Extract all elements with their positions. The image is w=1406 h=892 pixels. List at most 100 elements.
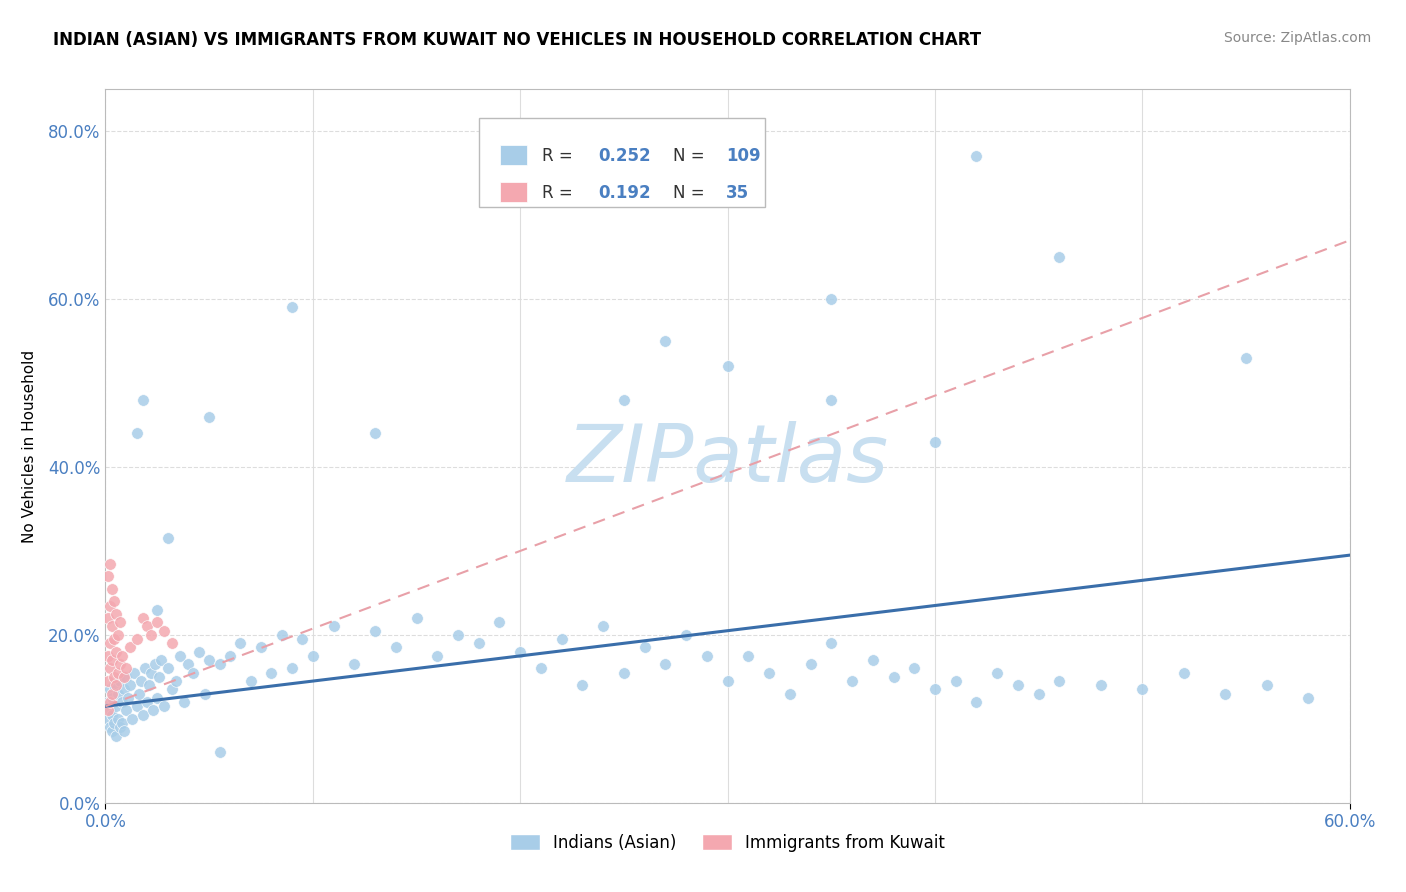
Point [270,628,292,642]
Point [1028,687,1050,701]
Point [120,678,142,692]
Point [1130,682,1153,697]
Point [125,426,148,441]
Point [103,670,125,684]
Point [142,703,165,717]
Point [820,636,842,650]
Point [150,653,173,667]
Point [779,687,801,701]
Point [800,657,823,672]
Point [1090,678,1112,692]
Point [883,670,905,684]
Point [107,687,129,701]
Point [125,632,148,646]
Point [134,661,156,675]
Point [1049,250,1071,264]
Point [96,695,118,709]
Point [717,674,740,689]
Text: ZIPatlas: ZIPatlas [567,421,889,500]
Point [100,582,122,596]
Point [634,640,657,655]
Point [98,599,121,613]
Point [169,648,191,663]
Point [250,640,273,655]
Point [132,707,155,722]
Point [107,712,129,726]
Point [198,409,221,424]
Point [1215,687,1237,701]
Point [98,636,121,650]
Point [112,670,135,684]
Text: 35: 35 [727,184,749,202]
Point [104,607,127,621]
Point [924,434,946,449]
Point [100,687,122,701]
Point [135,695,157,709]
Point [103,678,125,692]
Point [120,640,142,655]
Point [385,640,408,655]
Point [467,636,489,650]
Point [281,301,304,315]
Point [260,665,283,680]
Point [181,665,204,680]
Point [100,619,122,633]
Point [138,678,160,692]
Point [104,729,127,743]
Point [112,682,135,697]
Point [1007,678,1029,692]
Point [132,392,155,407]
Point [124,665,146,680]
Point [104,645,127,659]
Point [488,615,510,630]
Point [218,648,242,663]
Text: R =: R = [543,184,578,202]
FancyBboxPatch shape [501,182,527,202]
Point [96,674,118,689]
Point [965,149,987,163]
Point [104,699,127,714]
Point [965,695,987,709]
Point [100,724,122,739]
Point [198,653,221,667]
Point [115,703,138,717]
Text: 0.192: 0.192 [598,184,651,202]
Point [173,695,195,709]
Point [117,690,139,705]
Point [862,653,884,667]
Point [301,648,323,663]
Point [111,716,134,731]
Point [696,648,718,663]
Point [530,661,553,675]
Point [160,682,183,697]
Point [108,674,131,689]
Point [194,687,217,701]
Point [108,615,131,630]
Point [98,695,121,709]
Point [152,624,174,638]
Point [165,674,187,689]
Point [613,665,636,680]
Point [121,712,143,726]
Point [343,657,366,672]
Point [737,648,759,663]
Point [146,690,169,705]
Point [229,636,252,650]
Point [103,716,125,731]
Point [322,619,344,633]
Point [156,532,179,546]
Point [1296,690,1319,705]
Point [115,661,138,675]
Point [551,632,574,646]
Point [291,632,314,646]
Point [100,690,122,705]
Point [364,426,387,441]
Point [129,674,152,689]
Point [107,628,129,642]
Point [509,645,531,659]
Point [820,392,842,407]
FancyBboxPatch shape [501,145,527,165]
Point [208,657,231,672]
Point [98,720,121,734]
Point [103,632,125,646]
